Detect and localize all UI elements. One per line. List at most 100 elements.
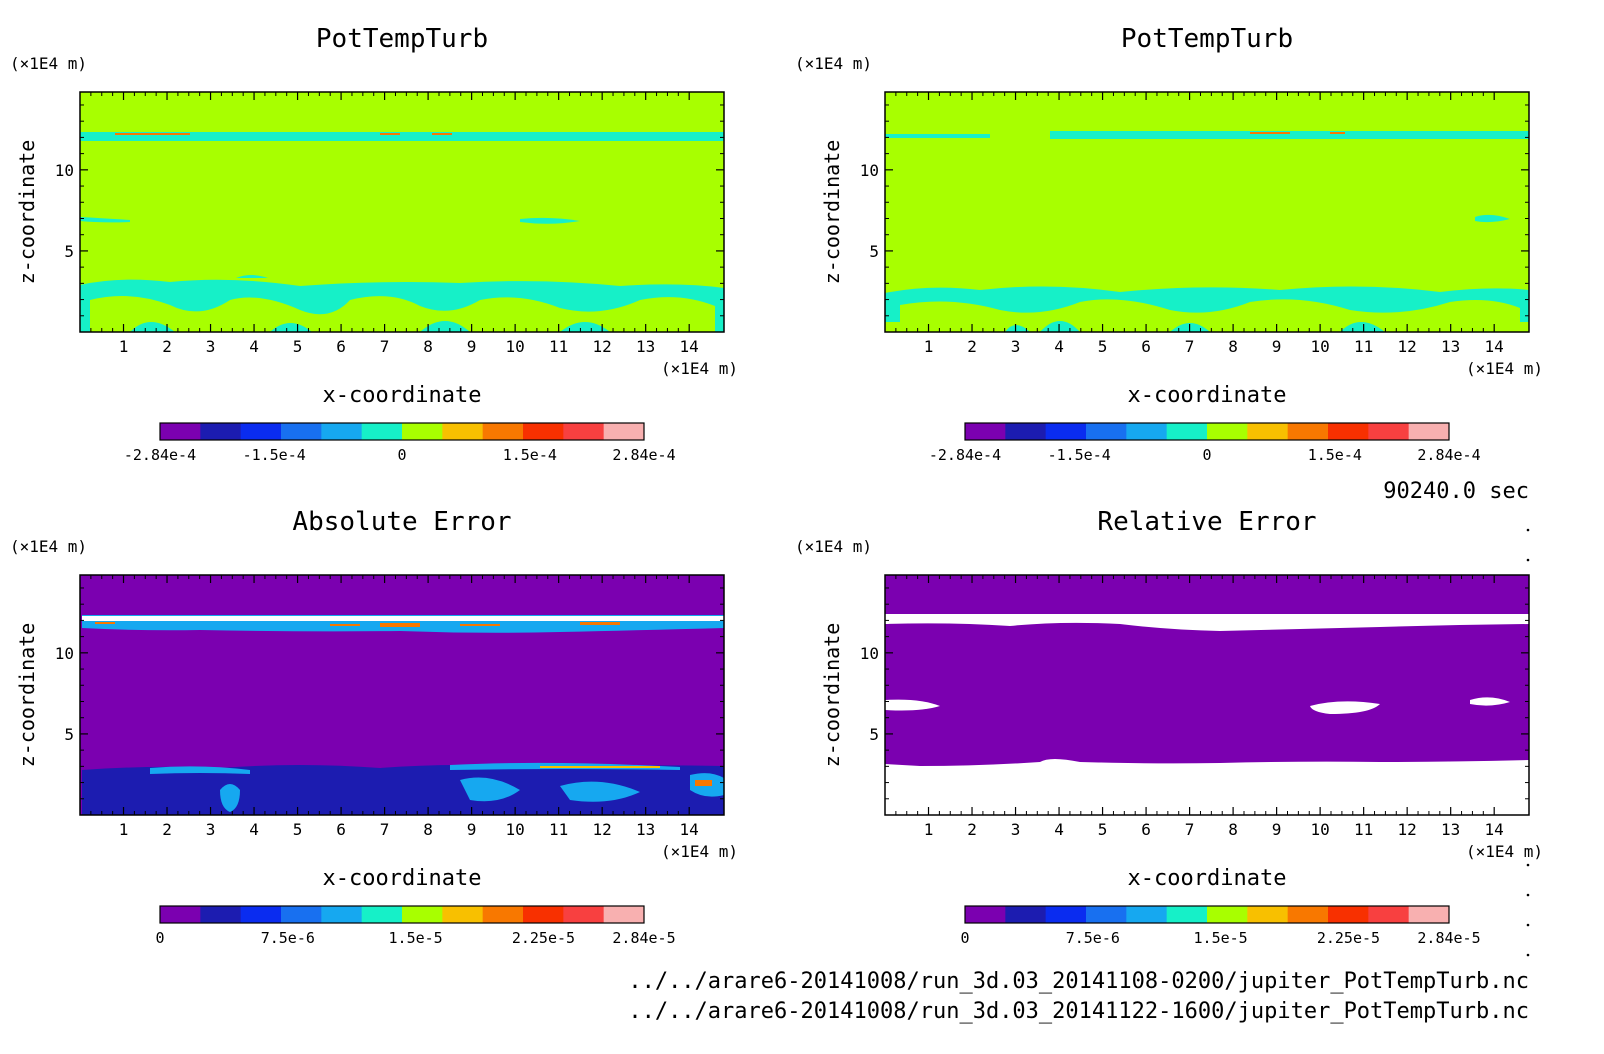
colorbar-label: 0 xyxy=(397,446,406,464)
colorbar-frame xyxy=(159,422,645,441)
main-purple-region xyxy=(885,622,1529,766)
colorbar-label: 7.5e-6 xyxy=(261,929,315,947)
lower-plumes xyxy=(130,321,610,332)
colorbar-segment xyxy=(563,423,605,440)
colorbar-label: -2.84e-4 xyxy=(124,446,196,464)
colorbar-label: 0 xyxy=(155,929,164,947)
x-tick-label: 11 xyxy=(1354,820,1373,839)
x-axis-label: x-coordinate xyxy=(1128,866,1287,891)
x-tick-label: 11 xyxy=(549,337,568,356)
colorbar-segment xyxy=(1166,423,1208,440)
y-tick-label: 10 xyxy=(860,161,879,180)
x-unit-label: (×1E4 m) xyxy=(661,359,738,378)
x-tick-label: 4 xyxy=(249,820,259,839)
x-tick-label: 8 xyxy=(1228,820,1238,839)
x-tick-label: 13 xyxy=(636,337,655,356)
colorbar-frame xyxy=(964,422,1450,441)
x-tick-label: 2 xyxy=(162,820,172,839)
time-label: 90240.0 sec xyxy=(1383,479,1529,504)
x-tick-label: 8 xyxy=(1228,337,1238,356)
colorbar-frame xyxy=(964,905,1450,924)
colorbar-segment xyxy=(1368,423,1410,440)
lower-error-band xyxy=(150,762,680,774)
panel-relative-error: Relative Error (×1E4 m) 1 2 3 4 5 6 7 8 9 10 11 12 1… xyxy=(795,507,1543,947)
x-tick-label: 13 xyxy=(1441,337,1460,356)
plot-frame xyxy=(79,574,725,816)
white-hole-1 xyxy=(885,699,940,711)
x-tick-label: 4 xyxy=(249,337,259,356)
x-tick-label: 5 xyxy=(1098,820,1108,839)
y-unit-label: (×1E4 m) xyxy=(10,54,87,73)
colorbar-segment xyxy=(1287,423,1329,440)
y-tick-label: 5 xyxy=(64,725,74,744)
colorbar: -2.84e-4 -1.5e-4 0 1.5e-4 2.84e-4 xyxy=(124,422,676,464)
x-tick-label: 7 xyxy=(1185,820,1195,839)
y-tick-label: 10 xyxy=(860,644,879,663)
x-tick-label: 6 xyxy=(336,820,346,839)
plot-frame xyxy=(884,91,1530,333)
colorbar-segment xyxy=(1408,906,1450,923)
x-tick-label: 6 xyxy=(1141,337,1151,356)
colorbar-segment xyxy=(1166,906,1208,923)
y-axis-label: z-coordinate xyxy=(820,623,844,768)
colorbar-segment xyxy=(1328,906,1369,923)
colorbar-label: 1.5e-5 xyxy=(389,929,443,947)
colorbar-segment xyxy=(160,423,201,440)
panel-title: PotTempTurb xyxy=(1121,24,1293,54)
x-tick-label: 14 xyxy=(680,337,699,356)
colorbar-segment xyxy=(1005,906,1047,923)
x-tick-label: 14 xyxy=(680,820,699,839)
colorbar-segment xyxy=(1005,423,1047,440)
colorbar-segment xyxy=(1247,906,1289,923)
x-tick-label: 13 xyxy=(636,820,655,839)
colorbar-segment xyxy=(200,423,242,440)
x-tick-label: 7 xyxy=(380,337,390,356)
colorbar-segment xyxy=(482,906,524,923)
x-tick-label: 1 xyxy=(924,337,934,356)
colorbar-segment xyxy=(1247,423,1289,440)
upper-error-white xyxy=(82,616,724,621)
x-tick-label: 11 xyxy=(1354,337,1373,356)
panel-title: PotTempTurb xyxy=(316,24,488,54)
colorbar-segment xyxy=(1328,423,1369,440)
x-unit-label: (×1E4 m) xyxy=(1466,359,1543,378)
upper-warm-2 xyxy=(1330,132,1345,134)
x-tick-label: 9 xyxy=(1272,337,1282,356)
upper-warm-2 xyxy=(380,133,400,135)
colorbar-segment xyxy=(402,423,443,440)
x-tick-label: 3 xyxy=(206,337,216,356)
y-tick-label: 5 xyxy=(64,242,74,261)
colorbar-segment xyxy=(603,423,645,440)
colorbar-label: 1.5e-5 xyxy=(1194,929,1248,947)
colorbar-segment xyxy=(240,423,282,440)
colorbar-segment xyxy=(1408,423,1450,440)
x-tick-label: 2 xyxy=(967,337,977,356)
x-tick-label: 12 xyxy=(1398,820,1417,839)
x-tick-label: 8 xyxy=(423,820,433,839)
colorbar-segment xyxy=(200,906,242,923)
colorbar-label: 1.5e-4 xyxy=(503,446,557,464)
plot-frame xyxy=(884,574,1530,816)
colorbar-segment xyxy=(321,423,363,440)
colorbar-segment xyxy=(1126,423,1168,440)
x-tick-label: 14 xyxy=(1485,820,1504,839)
upper-purple-band xyxy=(885,575,1529,614)
x-unit-label: (×1E4 m) xyxy=(661,842,738,861)
colorbar-label: -1.5e-4 xyxy=(1048,446,1111,464)
panel-pottempturb-1: PotTempTurb (×1E4 m) 1 2 3 4 5 6 7 8 9 10 11 12 13 14… xyxy=(10,24,738,464)
colorbar-segment xyxy=(1045,423,1087,440)
x-axis-label: x-coordinate xyxy=(323,866,482,891)
upper-warm-1 xyxy=(1250,132,1290,134)
y-unit-label: (×1E4 m) xyxy=(795,537,872,556)
colorbar-segment xyxy=(1086,906,1127,923)
x-tick-label: 3 xyxy=(206,820,216,839)
colorbar: -2.84e-4 -1.5e-4 0 1.5e-4 2.84e-4 xyxy=(929,422,1481,464)
x-tick-label: 2 xyxy=(967,820,977,839)
colorbar-segment xyxy=(160,906,201,923)
upper-band xyxy=(80,137,724,141)
lower-error-warm xyxy=(540,766,660,768)
white-hole-3 xyxy=(1470,697,1510,706)
